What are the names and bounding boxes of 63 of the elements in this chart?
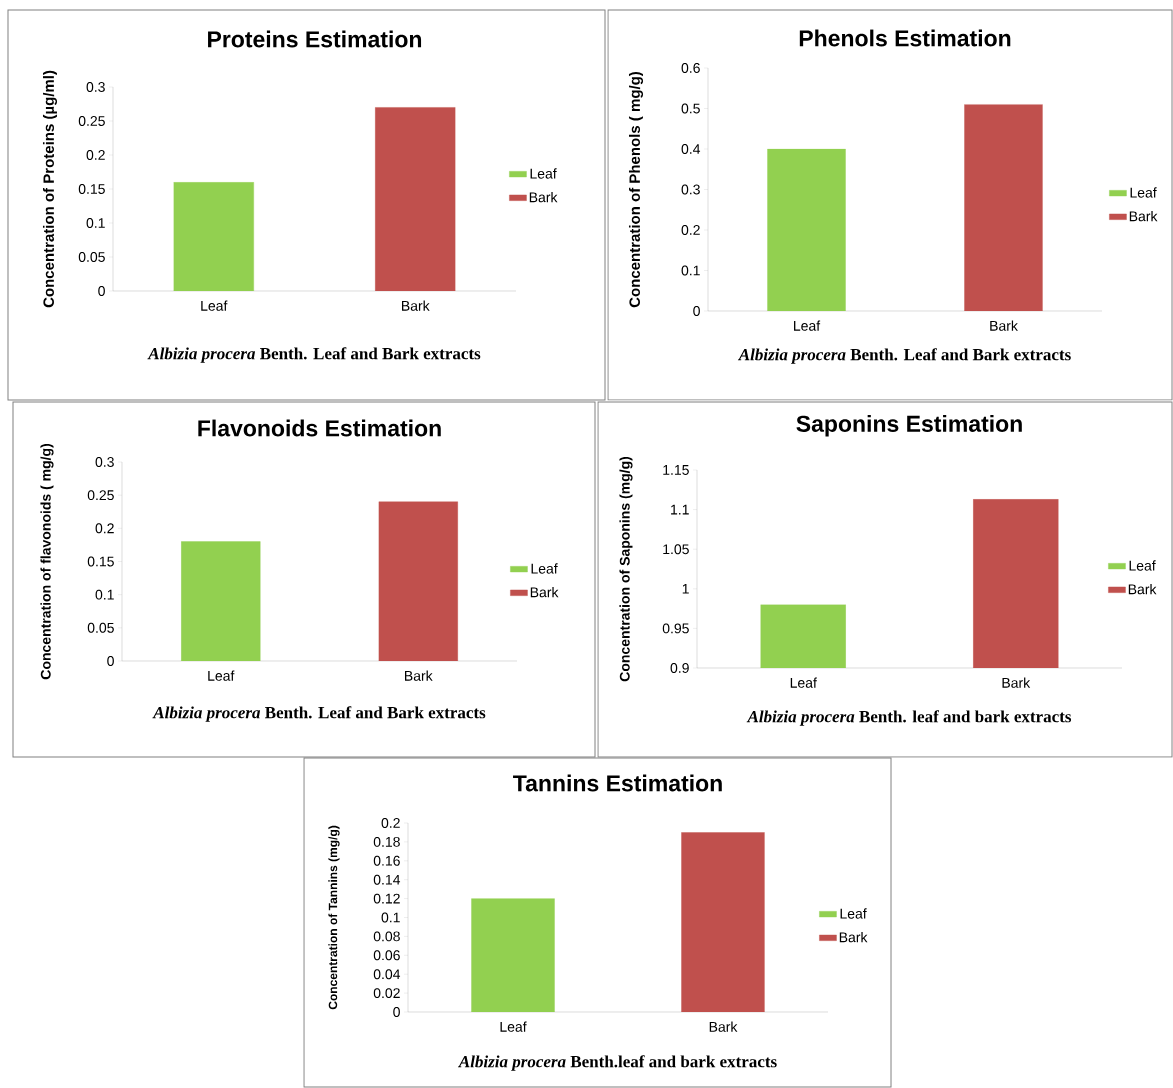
legend-label: Leaf	[530, 168, 557, 179]
y-tick-label: 0.2	[381, 818, 400, 828]
y-tick-label: 0.2	[86, 150, 105, 160]
y-axis-title: Concentration of Proteins (µg/ml)	[42, 70, 58, 308]
y-tick-label: 1.15	[663, 465, 689, 475]
y-axis-title: Concentration of Saponins (mg/g)	[619, 456, 633, 682]
y-axis-title: Concentration of flavonoids ( mg/g)	[40, 443, 54, 680]
y-tick-label: 0.3	[95, 457, 114, 467]
y-tick-label: 1.05	[663, 544, 689, 555]
y-tick-label: 0.1	[681, 265, 700, 276]
y-tick-label: 0.6	[681, 63, 700, 73]
legend-label: Leaf	[1129, 560, 1156, 571]
y-tick-label: 0.14	[373, 874, 401, 885]
y-tick-label: 0.12	[373, 893, 400, 904]
legend-label: Bark	[839, 931, 868, 943]
y-tick-label: 0.15	[78, 184, 105, 194]
y-tick-label: 0.08	[373, 931, 400, 942]
y-axis-title: Concentration of Phenols ( mg/g)	[628, 71, 644, 308]
x-axis-title: Albizia procera Benth.leaf and bark extracts	[457, 1055, 777, 1071]
y-tick-label: 0.15	[87, 556, 114, 567]
y-tick-label: 0.1	[95, 589, 114, 600]
legend-label: Leaf	[1130, 187, 1157, 198]
y-tick-label: 0.4	[681, 144, 701, 154]
chart-title: Proteins Estimation	[208, 30, 422, 48]
y-tick-label: 0.5	[681, 103, 700, 114]
y-tick-label: 0.16	[373, 855, 400, 866]
chart-title: Flavonoids Estimation	[198, 419, 441, 437]
x-axis-title: Albizia procera Benth. Leaf and Bark extracts	[147, 347, 481, 363]
y-tick-label: 0.06	[373, 950, 400, 961]
y-tick-label: 0.95	[662, 623, 689, 634]
legend-label: Bark	[1129, 210, 1158, 222]
y-tick-label: 0	[107, 656, 114, 666]
x-axis-title: Albizia procera Benth. Leaf and Bark extracts	[737, 348, 1071, 364]
y-tick-label: 0.2	[95, 523, 114, 534]
legend-label: Leaf	[531, 563, 558, 574]
chart-title: Phenols Estimation	[799, 29, 1011, 47]
y-tick-label: 1	[682, 583, 689, 594]
y-tick-label: 0	[98, 286, 105, 296]
x-axis-title: Albizia procera Benth. leaf and bark extracts	[746, 710, 1072, 726]
y-tick-label: 0.2	[681, 225, 700, 235]
x-axis-title: Albizia procera Benth. Leaf and Bark extracts	[152, 706, 486, 722]
legend-label: Bark	[1128, 583, 1157, 595]
legend-label: Bark	[530, 586, 559, 598]
y-tick-label: 0.1	[381, 912, 400, 923]
y-axis-title: Concentration of Tannins (mg/g)	[328, 825, 340, 1010]
y-tick-label: 0.25	[87, 490, 114, 501]
y-tick-label: 0	[693, 306, 700, 316]
y-tick-label: 0.18	[373, 836, 400, 847]
chart-title: Tannins Estimation	[513, 774, 722, 792]
chart-title: Saponins Estimation	[796, 415, 1022, 437]
y-tick-label: 0.05	[87, 622, 114, 633]
y-tick-label: 0.25	[78, 116, 105, 126]
y-tick-label: 0.02	[373, 988, 400, 999]
y-tick-label: 0.04	[373, 969, 401, 980]
legend-label: Leaf	[840, 908, 867, 919]
y-tick-label: 0.3	[681, 184, 700, 195]
legend-label: Bark	[529, 191, 558, 203]
y-tick-label: 0	[393, 1007, 400, 1017]
y-tick-label: 1.1	[671, 504, 689, 515]
y-tick-label: 0.9	[670, 663, 689, 673]
y-tick-label: 0.3	[86, 82, 105, 92]
y-tick-label: 0.1	[86, 218, 105, 228]
y-tick-label: 0.05	[78, 252, 105, 262]
